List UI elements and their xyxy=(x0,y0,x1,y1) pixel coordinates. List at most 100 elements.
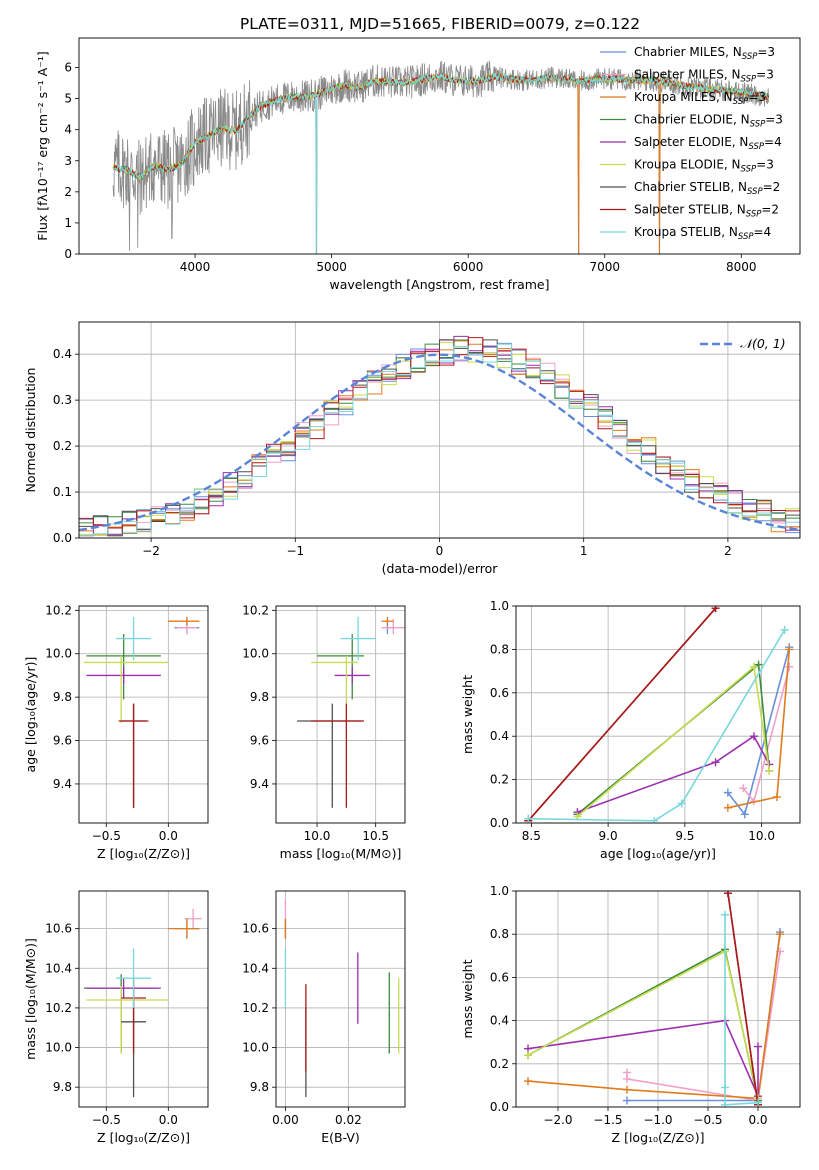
spectrum-model-krou_stelib xyxy=(112,73,769,254)
y-tick-label: 9.8 xyxy=(53,1080,72,1094)
weight-marker-krou_miles xyxy=(785,645,794,654)
y-tick-label: 4 xyxy=(64,123,72,137)
x-axis-label: E(B-V) xyxy=(321,1130,360,1145)
weight-line-krou_miles xyxy=(527,934,781,1100)
axes-frame xyxy=(275,890,406,1108)
y-tick-label: 9.4 xyxy=(250,777,269,791)
gaussian-curve xyxy=(79,353,800,532)
panel-age_vs_mass: 10.0 10.5 9.4 9.6 9.8 10.0 10.2 mass [log₁₀(M/M… xyxy=(242,603,406,861)
y-tick-label: 0.4 xyxy=(53,347,72,361)
x-axis-label: Z [log₁₀(Z/Z⊙)] xyxy=(612,1130,705,1145)
weight-marker-krou_stelib xyxy=(721,1100,729,1107)
y-tick-label: 10.0 xyxy=(242,1041,269,1055)
y-tick-label: 9.8 xyxy=(250,1080,269,1094)
plot-area-age_vs_mass xyxy=(297,616,405,808)
spectrum-data-line xyxy=(112,60,769,254)
spectrum-legend: Chabrier MILES, NSSP=3 Salpeter MILES, NS… xyxy=(600,45,783,242)
weight-marker-chab_elodie xyxy=(754,660,763,669)
axes-frame xyxy=(515,890,801,1108)
y-axis-label: age [log₁₀(age/yr)] xyxy=(23,657,38,773)
panel-weight_vs_Z: −2.0 −1.5 −1.0 −0.5 0.0 0.0 0.2 0.4 0.6 0.8 1.0 Z [… xyxy=(460,884,801,1145)
y-tick-label: 10.0 xyxy=(45,647,72,661)
weight-marker-salp_miles xyxy=(785,662,794,671)
y-axis-label: Normed distribution xyxy=(23,368,38,493)
weight-line-salp_elodie xyxy=(577,735,771,813)
y-tick-label: 1 xyxy=(64,216,72,230)
weight-line-krou_stelib xyxy=(724,914,759,1106)
panel-spectrum: 4000 5000 6000 7000 8000 0 1 2 3 4 5 6 wavelength [A… xyxy=(35,37,801,292)
x-tick-label: 0.0 xyxy=(159,829,178,843)
plot-area-spectrum xyxy=(112,60,770,254)
y-tick-label: 10.2 xyxy=(45,1001,72,1015)
y-tick-label: 10.0 xyxy=(242,647,269,661)
legend-entry: Chabrier ELODIE, NSSP=3 xyxy=(634,113,783,130)
y-tick-label: 0.4 xyxy=(490,1014,509,1028)
panel-mass_vs_Z: −0.5 0.0 9.8 10.0 10.2 10.4 10.6 Z [log₁₀(Z/Z⊙)… xyxy=(23,890,209,1145)
x-axis-label: Z [log₁₀(Z/Z⊙)] xyxy=(97,1130,190,1145)
weight-marker-salp_stelib xyxy=(724,891,732,898)
x-tick-label: 10.0 xyxy=(748,829,775,843)
y-tick-label: 1.0 xyxy=(490,884,509,898)
x-tick-label: 8000 xyxy=(726,260,757,274)
weight-marker-krou_stelib xyxy=(524,814,533,823)
y-tick-label: 9.8 xyxy=(250,690,269,704)
weight-marker-krou_miles xyxy=(772,792,781,801)
y-tick-label: 9.6 xyxy=(250,734,269,748)
histogram-salp_stelib xyxy=(79,337,800,529)
x-tick-label: −0.5 xyxy=(693,1113,722,1127)
y-tick-label: 0.8 xyxy=(490,927,509,941)
weight-marker-krou_stelib xyxy=(677,799,686,808)
x-tick-label: 6000 xyxy=(453,260,484,274)
y-tick-label: 10.2 xyxy=(242,603,269,617)
weight-line-salp_stelib xyxy=(527,607,717,822)
weight-marker-krou_elodie xyxy=(765,766,774,775)
y-tick-label: 9.6 xyxy=(53,734,72,748)
legend-entry: Salpeter MILES, NSSP=3 xyxy=(634,68,774,85)
weight-marker-chab_miles xyxy=(740,810,749,819)
x-axis-label: age [log₁₀(age/yr)] xyxy=(600,846,716,861)
weight-marker-salp_miles xyxy=(739,784,748,793)
x-tick-label: −2.0 xyxy=(543,1113,572,1127)
weight-marker-krou_stelib xyxy=(754,1098,762,1107)
weight-marker-krou_miles xyxy=(524,1077,532,1086)
axes-frame xyxy=(78,321,801,539)
y-tick-label: 10.6 xyxy=(45,922,72,936)
y-tick-label: 0.8 xyxy=(490,642,509,656)
y-tick-label: 0.4 xyxy=(490,729,509,743)
weight-line-salp_elodie xyxy=(527,1019,759,1097)
x-tick-label: −0.5 xyxy=(92,1113,121,1127)
legend-entry: Kroupa ELODIE, NSSP=3 xyxy=(634,158,774,175)
legend-entry: Chabrier STELIB, NSSP=2 xyxy=(634,180,780,197)
y-tick-label: 9.4 xyxy=(53,777,72,791)
x-axis-label: wavelength [Angstrom, rest frame] xyxy=(329,277,549,292)
y-tick-label: 5 xyxy=(64,92,72,106)
y-axis-label: mass weight xyxy=(460,675,475,754)
weight-marker-krou_stelib xyxy=(780,625,789,634)
y-tick-label: 10.0 xyxy=(45,1041,72,1055)
y-axis-label: mass [log₁₀(M/M⊙)] xyxy=(23,938,38,1060)
plot-area-weight_vs_Z xyxy=(524,891,784,1107)
legend-entry: Kroupa MILES, NSSP=3 xyxy=(634,90,766,107)
x-tick-label: 9.5 xyxy=(675,829,694,843)
x-tick-label: −1.0 xyxy=(643,1113,672,1127)
panel-residuals: −2 −1 0 1 2 0.0 0.1 0.2 0.3 0.4 (data-model)/error… xyxy=(23,321,801,576)
weight-marker-salp_elodie xyxy=(749,732,758,741)
legend-entry: 𝒩(0, 1) xyxy=(740,336,786,351)
x-tick-label: 10.5 xyxy=(362,829,389,843)
y-tick-label: 0.2 xyxy=(490,1057,509,1071)
plot-area-weight_vs_age xyxy=(524,606,794,823)
weight-marker-chab_miles xyxy=(723,788,732,797)
y-tick-label: 0.1 xyxy=(53,485,72,499)
y-tick-label: 10.6 xyxy=(242,922,269,936)
panel-age_vs_Z: −0.5 0.0 9.4 9.6 9.8 10.0 10.2 Z [log₁₀(Z/Z⊙)] a… xyxy=(23,603,209,861)
x-tick-label: 4000 xyxy=(180,260,211,274)
x-tick-label: 2 xyxy=(724,544,732,558)
y-tick-label: 10.4 xyxy=(242,961,269,975)
y-tick-label: 0.3 xyxy=(53,393,72,407)
x-axis-label: mass [log₁₀(M/M⊙)] xyxy=(280,846,402,861)
y-tick-label: 0.0 xyxy=(490,816,509,830)
y-axis-label: Flux [fλ10⁻¹⁷ erg cm⁻² s⁻¹ A⁻¹] xyxy=(35,51,50,240)
y-tick-label: 2 xyxy=(64,185,72,199)
weight-line-salp_stelib xyxy=(727,893,759,1105)
